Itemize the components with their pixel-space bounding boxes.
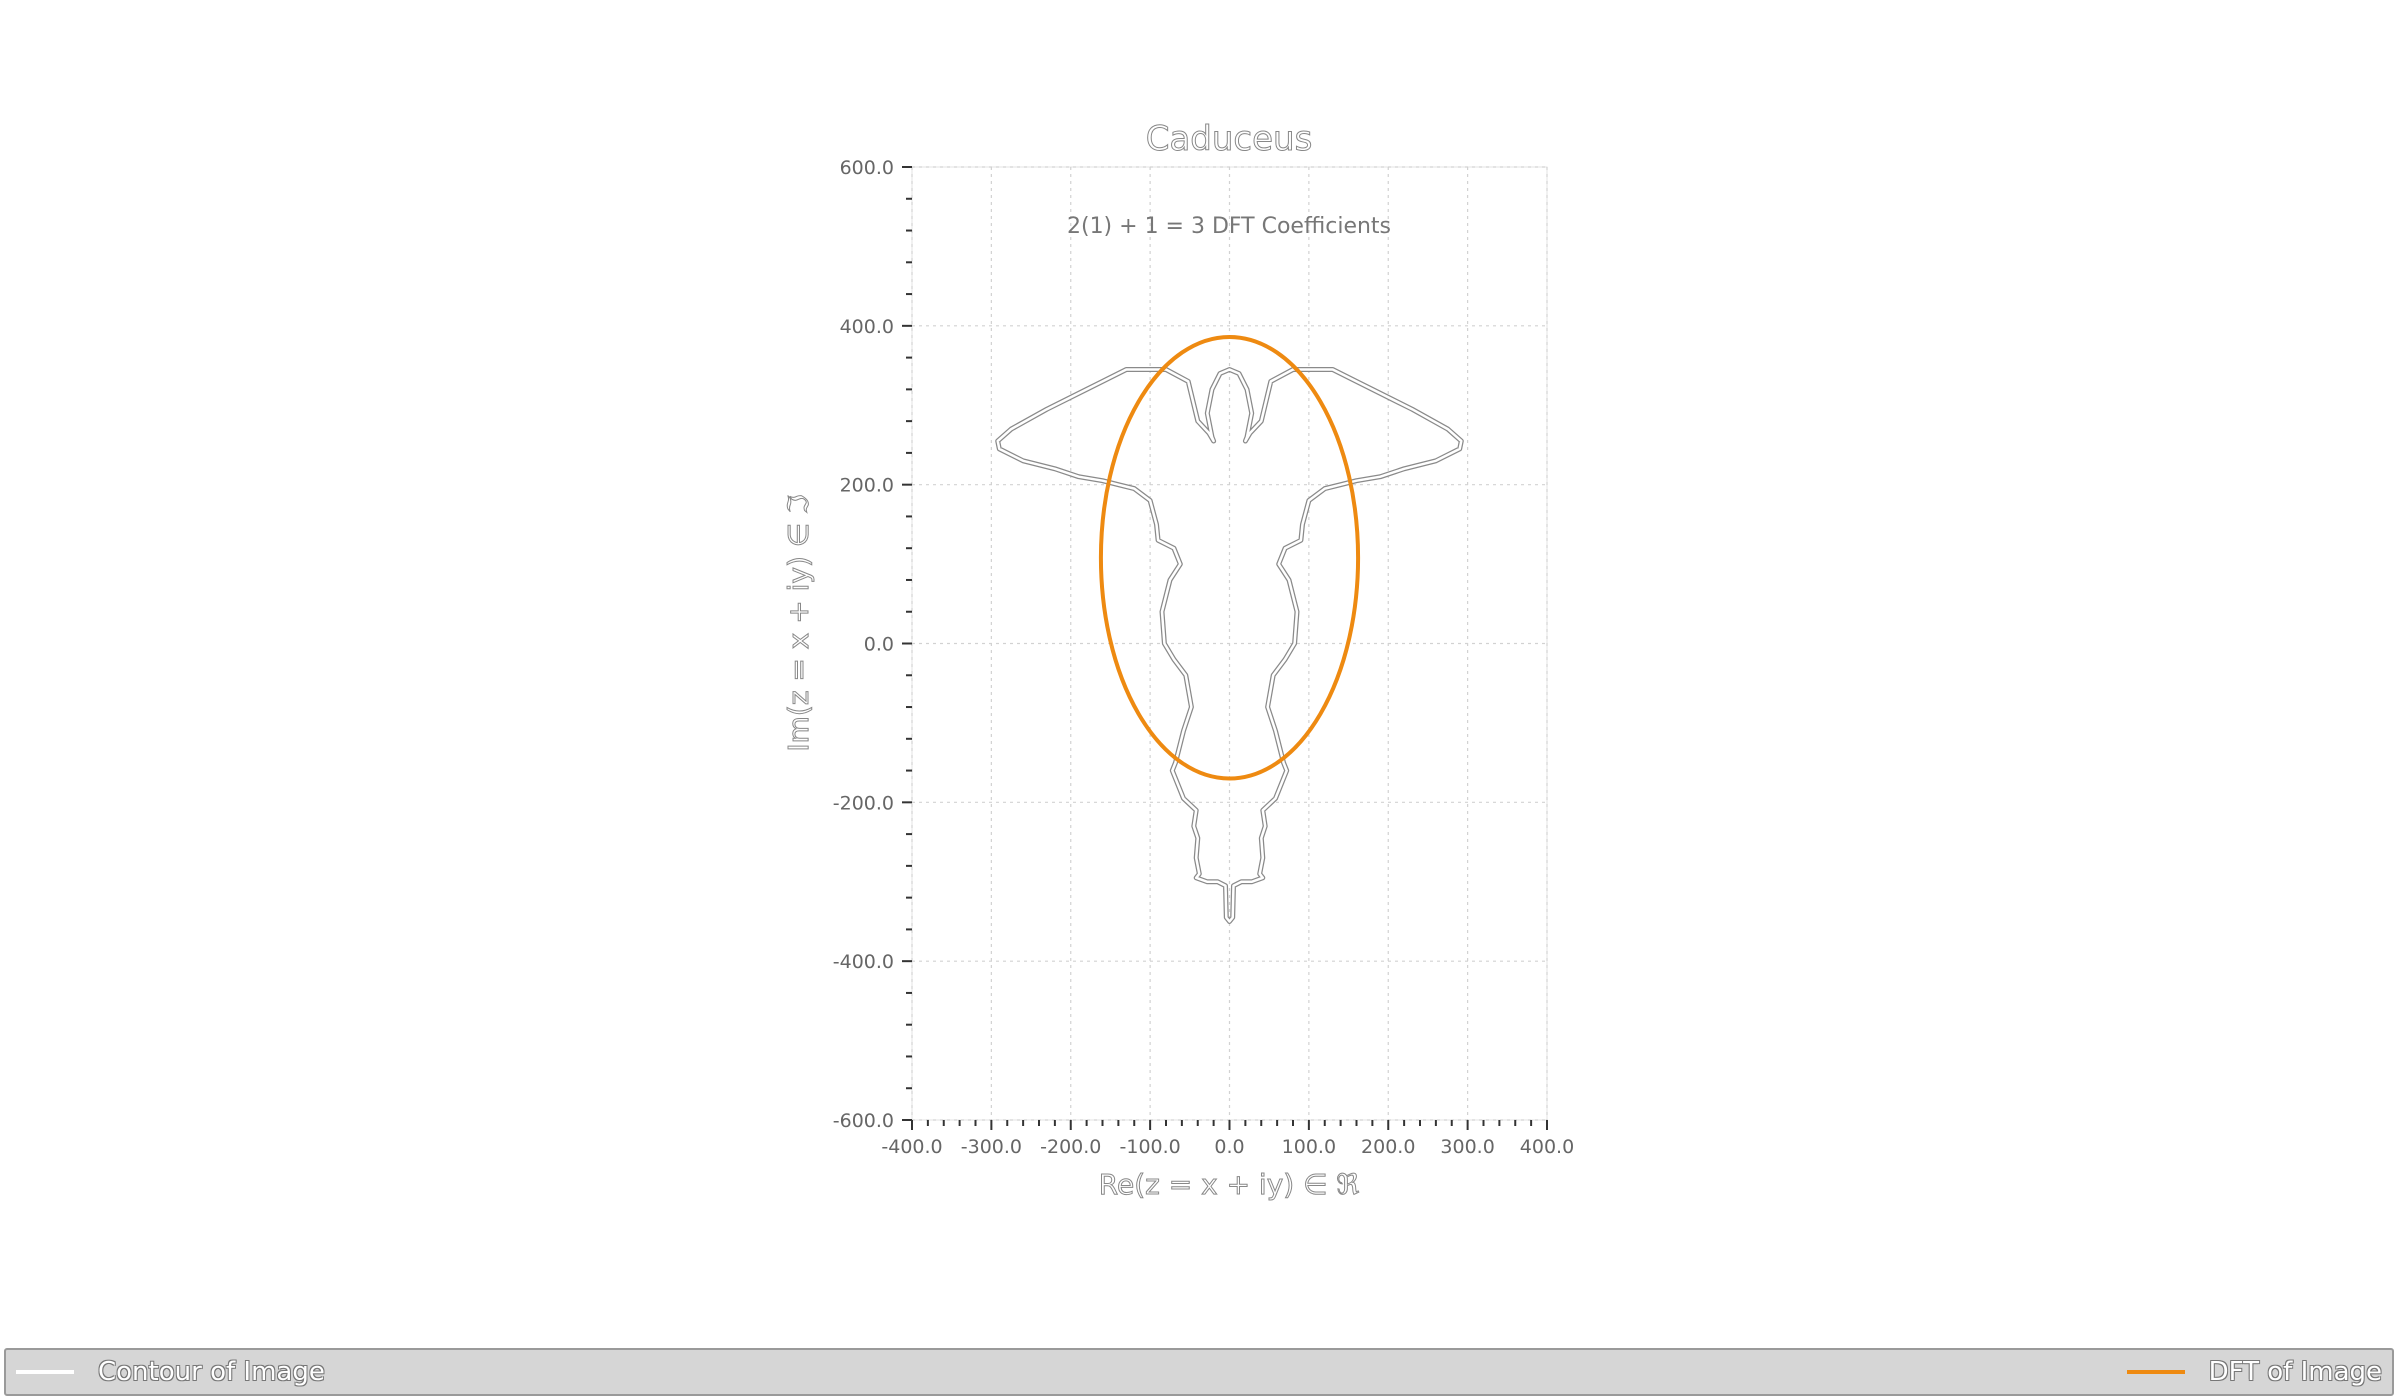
legend-swatch-dft [2126, 1370, 2185, 1374]
grid-lines [911, 166, 1548, 1121]
y-tick-label: 400.0 [840, 316, 894, 338]
x-tick-label: 0.0 [1214, 1136, 1244, 1158]
y-tick-label: 200.0 [840, 475, 894, 497]
x-tick-label: 100.0 [1282, 1136, 1336, 1158]
y-tick-label: -400.0 [833, 951, 894, 973]
x-tick-label: -400.0 [881, 1136, 942, 1158]
series-layer [995, 334, 1464, 924]
y-axis-label: Im(z = x + iy) ∈ ℑ [782, 494, 815, 751]
y-tick-label: 0.0 [864, 634, 894, 656]
x-tick-label: 300.0 [1440, 1136, 1494, 1158]
dft-ellipse-line [1098, 334, 1361, 781]
chart-title: Caduceus [1146, 119, 1313, 159]
legend-item-dft: DFT of Image [2126, 1350, 2382, 1394]
x-tick-label: -200.0 [1040, 1136, 1101, 1158]
legend-item-contour: Contour of Image [16, 1350, 325, 1394]
legend-swatch-contour [16, 1370, 74, 1374]
legend-label-contour: Contour of Image [98, 1357, 325, 1387]
y-tick-label: -200.0 [833, 792, 894, 814]
x-tick-label: 400.0 [1520, 1136, 1574, 1158]
contour-line [996, 368, 1463, 923]
x-tick-label: 200.0 [1361, 1136, 1415, 1158]
legend-label-dft: DFT of Image [2208, 1357, 2382, 1387]
x-axis-label: Re(z = x + iy) ∈ ℜ [1099, 1168, 1360, 1201]
axes: -400.0 -300.0 -200.0 -100.0 0.0 100.0 200.0 300… [833, 157, 1574, 1158]
x-tick-label: -100.0 [1120, 1136, 1181, 1158]
y-tick-label: 600.0 [840, 157, 894, 179]
y-tick-label: -600.0 [833, 1110, 894, 1132]
chart-subtitle: 2(1) + 1 = 3 DFT Coefficients [1067, 214, 1391, 239]
x-tick-label: -300.0 [961, 1136, 1022, 1158]
legend: Contour of Image DFT of Image [4, 1348, 2394, 1396]
